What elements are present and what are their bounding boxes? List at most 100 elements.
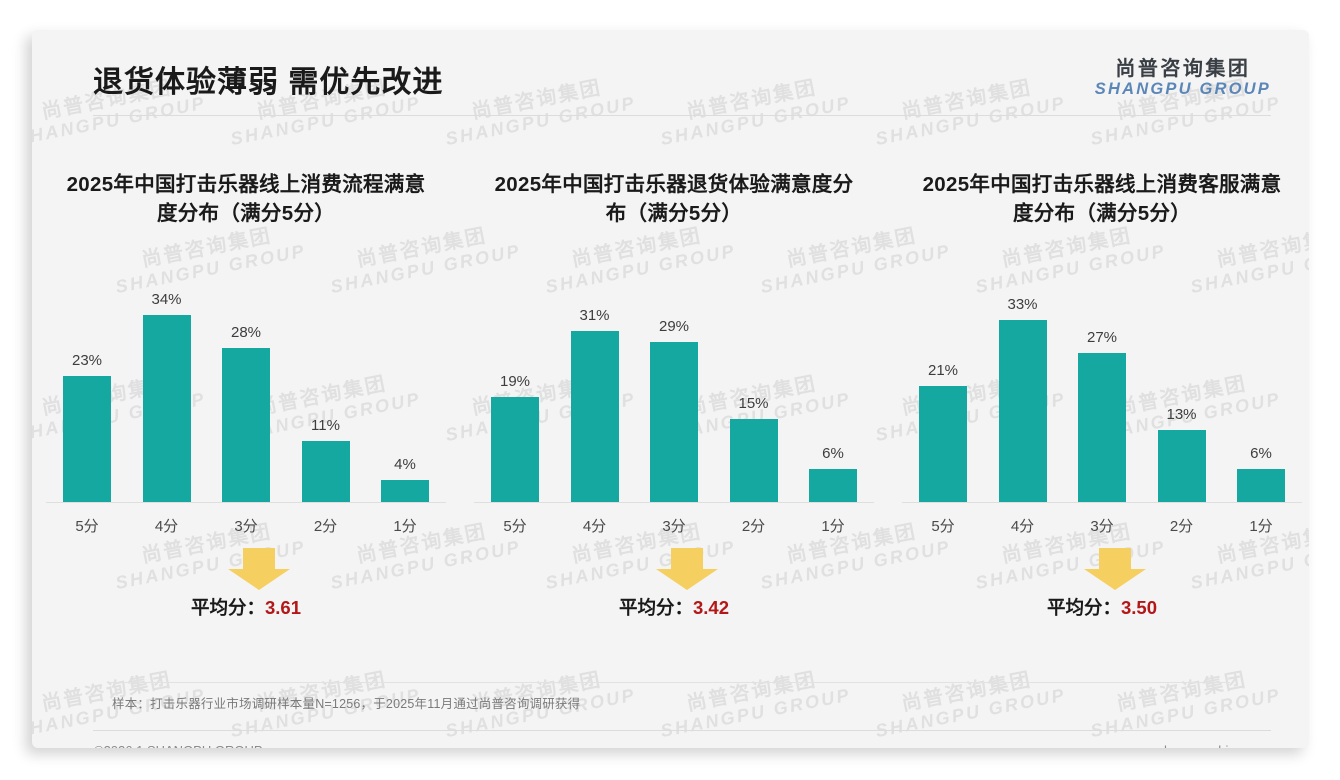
bar-item[interactable]: 28% bbox=[215, 282, 277, 503]
x-axis-line bbox=[46, 502, 446, 504]
x-axis-tick-label: 5分 bbox=[75, 518, 99, 536]
x-axis-tick-label: 4分 bbox=[154, 518, 179, 536]
average-callout: 平均分：3.42 bbox=[524, 548, 824, 634]
average-score-value: 3.50 bbox=[1121, 597, 1158, 619]
arrow-head bbox=[656, 569, 718, 591]
watermark-en: SHANGPU GROUP bbox=[873, 684, 1068, 741]
arrow-shaft bbox=[243, 548, 275, 571]
brand-logo: 尚普咨询集团 SHANGPU GROUP bbox=[1095, 58, 1271, 99]
arrow-shaft bbox=[671, 548, 703, 571]
bar-value-label: 21% bbox=[927, 362, 959, 380]
x-axis-tick-label: 1分 bbox=[1249, 518, 1273, 536]
x-axis-tick-labels: 5分 4分 3分 2分 1分 bbox=[484, 515, 864, 536]
bar-value-label: 29% bbox=[658, 318, 690, 336]
bar-item[interactable]: 23% bbox=[56, 282, 118, 503]
bar-item[interactable]: 33% bbox=[992, 282, 1054, 503]
arrow-down-icon bbox=[228, 548, 290, 591]
bar-item[interactable]: 21% bbox=[912, 282, 974, 503]
bar[interactable] bbox=[919, 386, 967, 503]
bar[interactable] bbox=[301, 441, 350, 503]
chart-title: 2025年中国打击乐器退货体验满意度分布（满分5分） bbox=[494, 173, 854, 226]
footnote-divider bbox=[110, 682, 1230, 683]
x-axis-tick-label: 4分 bbox=[1010, 518, 1035, 536]
watermark-cn: 尚普咨询集团 bbox=[899, 668, 1034, 716]
arrow-down-icon bbox=[1084, 548, 1146, 591]
charts-row: 2025年中国打击乐器线上消费流程满意度分布（满分5分） 23% 34% 28% 11%… bbox=[32, 140, 1309, 670]
footer-copyright: ©2026.1 SHANGPU GROUP bbox=[94, 743, 263, 748]
bar-value-label: 11% bbox=[311, 417, 340, 435]
bar-value-label: 23% bbox=[71, 352, 103, 370]
bar[interactable] bbox=[1237, 469, 1285, 503]
bar[interactable] bbox=[142, 315, 191, 503]
footer-divider bbox=[93, 730, 1271, 731]
page-title: 退货体验薄弱 需优先改进 bbox=[93, 66, 444, 99]
bar-chart-plot: 19% 31% 29% 15% 6% 5分 4分 3分 2分 1分 bbox=[474, 254, 874, 544]
average-score-value: 3.42 bbox=[693, 597, 730, 619]
x-axis-line bbox=[902, 502, 1302, 504]
bar-value-label: 34% bbox=[151, 291, 182, 309]
arrow-shaft bbox=[1099, 548, 1131, 571]
slide-canvas: 尚普咨询集团 SHANGPU GROUP 尚普咨询集团 SHANGPU GROUP 尚普… bbox=[32, 30, 1309, 748]
watermark-cn: 尚普咨询集团 bbox=[684, 668, 819, 716]
x-axis-tick-label: 2分 bbox=[313, 518, 338, 536]
bar[interactable] bbox=[998, 320, 1047, 503]
bar-value-label: 6% bbox=[822, 445, 844, 463]
bar[interactable] bbox=[570, 331, 619, 503]
bar-value-label: 33% bbox=[1007, 296, 1038, 314]
chart-title: 2025年中国打击乐器线上消费流程满意度分布（满分5分） bbox=[66, 173, 426, 226]
bar[interactable] bbox=[650, 342, 698, 503]
brand-logo-en: SHANGPU GROUP bbox=[1094, 80, 1271, 99]
chart-panel-2: 2025年中国打击乐器退货体验满意度分布（满分5分） 19% 31% 29% 15% 6%… bbox=[460, 140, 888, 670]
bar-value-label: 13% bbox=[1166, 406, 1197, 424]
x-axis-tick-label: 5分 bbox=[931, 518, 955, 536]
x-axis-tick-label: 5分 bbox=[503, 518, 527, 536]
bar[interactable] bbox=[222, 348, 270, 503]
bar-item[interactable]: 13% bbox=[1151, 282, 1213, 503]
x-axis-tick-label: 3分 bbox=[1090, 518, 1114, 536]
average-score-text: 平均分：3.50 bbox=[952, 594, 1252, 620]
bar[interactable] bbox=[729, 419, 778, 503]
average-callout: 平均分：3.61 bbox=[96, 548, 396, 634]
bar-chart-plot: 23% 34% 28% 11% 4% 5分 4分 3分 2分 1分 bbox=[46, 254, 446, 544]
bar-item[interactable]: 19% bbox=[484, 282, 546, 503]
x-axis-line bbox=[474, 502, 874, 504]
bar-item[interactable]: 11% bbox=[295, 282, 357, 503]
average-score-value: 3.61 bbox=[265, 597, 302, 619]
bar-item[interactable]: 34% bbox=[136, 282, 198, 503]
x-axis-tick-label: 3分 bbox=[662, 518, 686, 536]
bar-value-label: 15% bbox=[738, 395, 769, 413]
bar-item[interactable]: 15% bbox=[723, 282, 785, 503]
bar-item[interactable]: 27% bbox=[1071, 282, 1133, 503]
bar[interactable] bbox=[381, 480, 429, 503]
bar-item[interactable]: 6% bbox=[1230, 282, 1292, 503]
bar-item[interactable]: 4% bbox=[374, 282, 436, 503]
average-score-label: 平均分： bbox=[1046, 597, 1121, 619]
average-score-text: 平均分：3.61 bbox=[96, 594, 396, 620]
bar[interactable] bbox=[1078, 353, 1126, 503]
header-divider bbox=[93, 115, 1271, 116]
average-score-text: 平均分：3.42 bbox=[524, 594, 824, 620]
x-axis-tick-labels: 5分 4分 3分 2分 1分 bbox=[56, 515, 436, 536]
bar-value-label: 27% bbox=[1086, 329, 1118, 347]
bar-item[interactable]: 29% bbox=[643, 282, 705, 503]
bar-series: 23% 34% 28% 11% 4% bbox=[56, 282, 436, 503]
x-axis-tick-label: 2分 bbox=[1169, 518, 1194, 536]
average-score-label: 平均分： bbox=[190, 597, 265, 619]
bar[interactable] bbox=[491, 397, 539, 503]
bar-value-label: 31% bbox=[579, 307, 610, 325]
footer-website[interactable]: www.shangpu-china.com bbox=[1126, 743, 1271, 748]
bar-item[interactable]: 31% bbox=[564, 282, 626, 503]
bar[interactable] bbox=[63, 376, 111, 503]
bar-item[interactable]: 6% bbox=[802, 282, 864, 503]
arrow-down-icon bbox=[656, 548, 718, 591]
brand-logo-cn: 尚普咨询集团 bbox=[1115, 58, 1251, 80]
bar-series: 19% 31% 29% 15% 6% bbox=[484, 282, 864, 503]
watermark-en: SHANGPU GROUP bbox=[658, 684, 853, 741]
chart-title: 2025年中国打击乐器线上消费客服满意度分布（满分5分） bbox=[922, 173, 1282, 226]
x-axis-tick-labels: 5分 4分 3分 2分 1分 bbox=[912, 515, 1292, 536]
bar[interactable] bbox=[809, 469, 857, 503]
bar[interactable] bbox=[1157, 430, 1206, 503]
arrow-head bbox=[228, 569, 290, 591]
footnote-text: 样本：打击乐器行业市场调研样本量N=1256，于2025年11月通过尚普咨询调研… bbox=[112, 697, 581, 711]
chart-panel-3: 2025年中国打击乐器线上消费客服满意度分布（满分5分） 21% 33% 27% 13%… bbox=[888, 140, 1309, 670]
